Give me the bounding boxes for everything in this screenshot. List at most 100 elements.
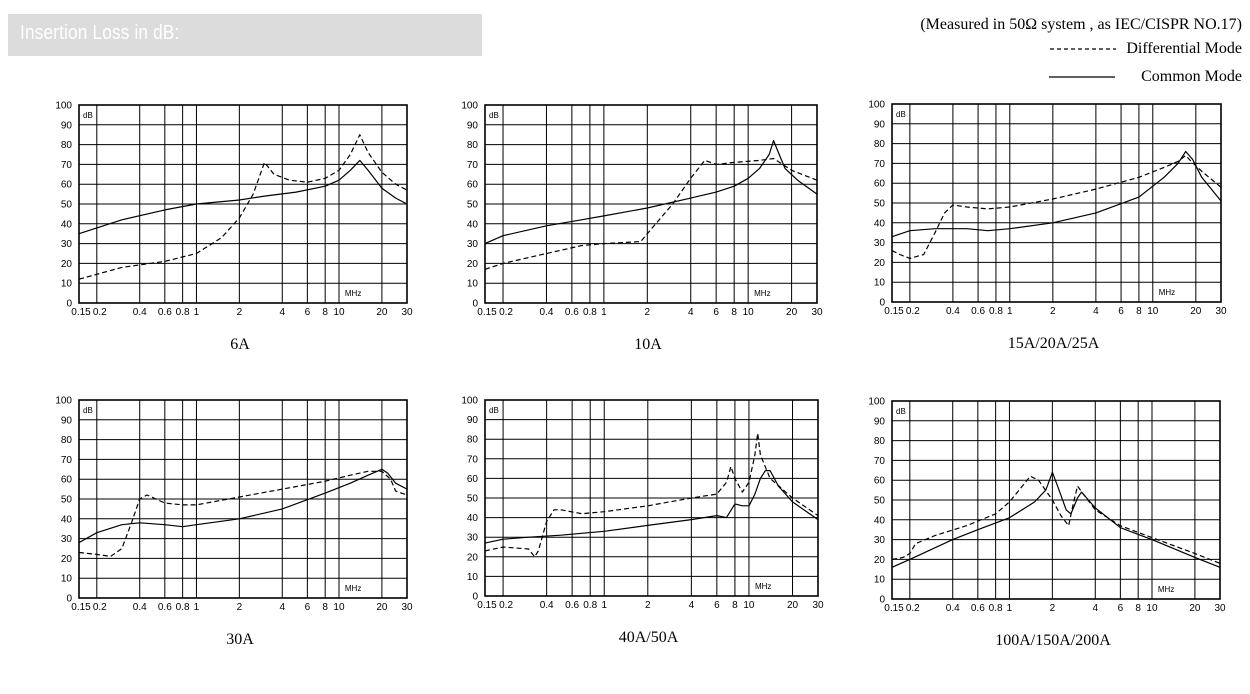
differential-mode-line (484, 432, 819, 558)
x-tick-label: 0.2 (499, 600, 513, 611)
x-tick-label: 30 (812, 600, 824, 611)
y-tick-label: 50 (61, 495, 73, 506)
y-tick-label: 20 (61, 259, 73, 270)
x-tick-label: 30 (1214, 603, 1226, 614)
x-tick-label: 30 (401, 602, 413, 613)
chart-caption: 15A/20A/25A (1008, 335, 1100, 352)
x-tick-label: 0.4 (946, 306, 960, 317)
x-tick-label: 0.15 (71, 602, 91, 613)
y-tick-label: 30 (874, 238, 886, 249)
x-tick-label: 8 (732, 600, 738, 611)
x-tick-label: 2 (237, 307, 243, 318)
measurement-note: (Measured in 50Ω system , as IEC/CISPR N… (920, 16, 1242, 33)
x-tick-label: 4 (279, 307, 285, 318)
y-tick-label: 0 (879, 298, 885, 309)
differential-mode-line (484, 157, 818, 270)
chart-2: 0 10 20 30 40 50 60 70 80 90 100 0.15 0.2 0.4 0.6 0.8 1 2… (461, 101, 823, 354)
common-mode-line (484, 140, 818, 245)
y-tick-label: 10 (874, 278, 886, 289)
x-tick-label: 8 (1136, 306, 1142, 317)
x-tick-label: 0.2 (93, 307, 107, 318)
x-tick-label: 20 (376, 602, 388, 613)
y-tick-label: 20 (61, 554, 73, 565)
x-tick-label: 0.4 (133, 307, 147, 318)
y-tick-label: 100 (868, 100, 885, 111)
y-tick-label: 20 (874, 555, 886, 566)
plot-frame (484, 104, 818, 304)
y-tick-label: 100 (55, 101, 72, 112)
y-tick-label: 40 (61, 219, 73, 230)
x-axis-unit: MHz (345, 289, 361, 298)
common-mode-line (891, 150, 1222, 238)
y-tick-label: 90 (467, 415, 479, 426)
x-tick-label: 10 (1147, 306, 1159, 317)
common-mode-line (484, 470, 819, 544)
x-tick-label: 1 (194, 307, 200, 318)
y-tick-label: 70 (467, 454, 479, 465)
y-tick-label: 100 (461, 101, 478, 112)
y-axis-unit: dB (83, 111, 93, 120)
x-tick-label: 0.6 (565, 307, 579, 318)
x-tick-label: 0.4 (946, 603, 960, 614)
y-tick-label: 100 (55, 396, 72, 407)
y-tick-label: 0 (66, 299, 72, 310)
y-tick-label: 90 (61, 120, 73, 131)
y-tick-label: 60 (874, 476, 886, 487)
y-tick-label: 60 (874, 179, 886, 190)
y-tick-label: 20 (467, 552, 479, 563)
plot-frame (891, 400, 1221, 600)
x-tick-label: 4 (1092, 603, 1098, 614)
y-axis-unit: dB (896, 110, 906, 119)
header-bar: Insertion Loss in dB: (8, 14, 482, 56)
y-tick-label: 80 (874, 436, 886, 447)
x-tick-label: 20 (1189, 603, 1201, 614)
x-tick-label: 0.8 (989, 306, 1003, 317)
x-tick-label: 1 (1007, 603, 1013, 614)
x-tick-label: 8 (322, 307, 328, 318)
y-axis-unit: dB (896, 407, 906, 416)
y-tick-label: 80 (467, 140, 479, 151)
page-title: Insertion Loss in dB: (20, 22, 180, 44)
x-tick-label: 0.6 (971, 306, 985, 317)
legend-common: Common Mode (1049, 68, 1242, 86)
chart-caption: 40A/50A (619, 629, 679, 646)
differential-mode-line (891, 154, 1222, 259)
y-axis-unit: dB (489, 111, 499, 120)
x-tick-label: 6 (305, 307, 311, 318)
x-tick-label: 30 (401, 307, 413, 318)
y-tick-label: 60 (61, 475, 73, 486)
y-tick-label: 30 (61, 534, 73, 545)
y-tick-label: 80 (61, 435, 73, 446)
x-tick-label: 0.8 (176, 602, 190, 613)
x-tick-label: 0.4 (540, 307, 554, 318)
y-tick-label: 90 (874, 119, 886, 130)
y-tick-label: 20 (874, 258, 886, 269)
common-mode-line (78, 159, 408, 235)
x-tick-label: 10 (1146, 603, 1158, 614)
legend-differential-label: Differential Mode (1126, 40, 1242, 57)
y-tick-label: 50 (61, 200, 73, 211)
x-tick-label: 4 (1093, 306, 1099, 317)
plot-frame (78, 399, 408, 599)
x-tick-label: 2 (645, 307, 651, 318)
y-tick-label: 50 (874, 199, 886, 210)
x-tick-label: 8 (1135, 603, 1141, 614)
x-tick-label: 8 (731, 307, 737, 318)
chart-caption: 10A (634, 336, 662, 353)
differential-mode-line (78, 134, 408, 280)
x-tick-label: 0.6 (158, 602, 172, 613)
y-tick-label: 90 (874, 416, 886, 427)
y-axis-unit: dB (489, 406, 499, 415)
y-tick-label: 0 (66, 594, 72, 605)
y-tick-label: 10 (61, 279, 73, 290)
x-tick-label: 0.8 (176, 307, 190, 318)
x-tick-label: 1 (601, 600, 607, 611)
x-tick-label: 0.8 (989, 603, 1003, 614)
y-tick-label: 0 (472, 299, 478, 310)
y-tick-label: 60 (467, 474, 479, 485)
y-tick-label: 40 (61, 514, 73, 525)
x-axis-unit: MHz (755, 582, 771, 591)
common-mode-line (78, 468, 408, 544)
chart-caption: 6A (230, 336, 250, 353)
y-tick-label: 30 (874, 535, 886, 546)
